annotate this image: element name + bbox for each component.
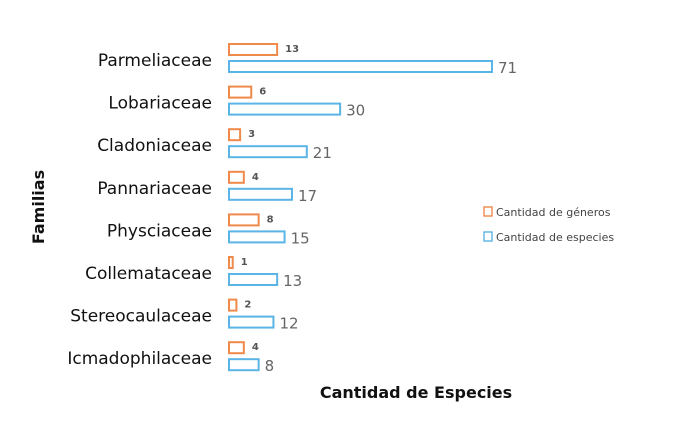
bar-generos <box>228 43 279 56</box>
bar-generos <box>228 170 245 184</box>
bar-especies <box>228 230 286 244</box>
data-label-especies: 21 <box>313 144 332 162</box>
data-label-generos: 2 <box>244 300 251 311</box>
data-label-especies: 8 <box>265 357 275 375</box>
data-label-especies: 13 <box>283 272 302 290</box>
data-label-especies: 17 <box>298 187 317 205</box>
category-label: Lobariaceae <box>108 94 212 114</box>
data-label-especies: 15 <box>291 229 310 247</box>
y-axis-title: Familias <box>29 170 48 244</box>
bar-generos <box>228 128 242 142</box>
category-label: Cladoniaceae <box>97 136 212 156</box>
legend-swatch <box>483 206 493 217</box>
legend-label: Cantidad de especies <box>496 231 614 244</box>
bars-layer: Parmeliaceae1371Lobariaceae630Cladoniace… <box>67 43 517 375</box>
category-label: Pannariaceae <box>97 179 212 199</box>
legend-swatch <box>483 231 493 242</box>
data-label-generos: 6 <box>259 87 266 98</box>
bar-especies <box>228 187 293 201</box>
bar-especies <box>228 315 275 329</box>
bar-especies <box>228 273 279 286</box>
data-label-especies: 30 <box>346 102 365 120</box>
data-label-generos: 4 <box>252 342 259 353</box>
data-label-especies: 12 <box>279 315 298 333</box>
legend: Cantidad de géneros Cantidad de especies <box>483 206 614 244</box>
data-label-generos: 13 <box>285 44 299 55</box>
bar-generos <box>228 256 234 269</box>
data-label-especies: 71 <box>498 59 517 77</box>
x-axis-title: Cantidad de Especies <box>320 383 512 402</box>
bar-generos <box>228 341 245 355</box>
data-label-generos: 8 <box>267 214 274 225</box>
bar-generos <box>228 298 238 312</box>
bar-especies <box>228 358 260 372</box>
legend-label: Cantidad de géneros <box>496 206 611 219</box>
category-label: Physciaceae <box>107 221 212 241</box>
data-label-generos: 3 <box>248 129 255 140</box>
bar-especies <box>228 60 493 73</box>
bar-generos <box>228 85 253 99</box>
bar-especies <box>228 102 342 116</box>
category-label: Icmadophilaceae <box>67 349 212 369</box>
data-label-generos: 1 <box>241 257 248 268</box>
category-label: Collemataceae <box>85 264 212 284</box>
category-label: Parmeliaceae <box>98 51 212 71</box>
bar-generos <box>228 213 260 227</box>
bar-especies <box>228 145 308 159</box>
data-label-generos: 4 <box>252 172 259 183</box>
category-label: Stereocaulaceae <box>70 307 212 327</box>
